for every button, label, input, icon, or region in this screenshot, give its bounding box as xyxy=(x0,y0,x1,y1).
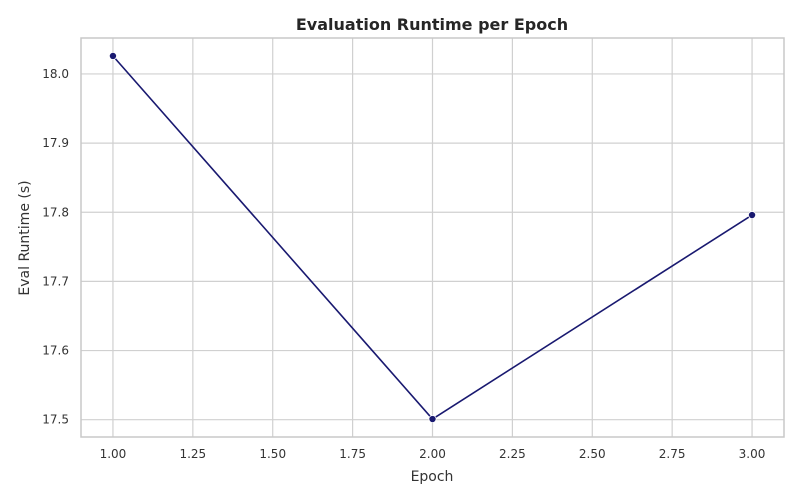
data-point xyxy=(748,211,757,220)
x-tick-label: 1.75 xyxy=(339,447,366,461)
x-tick-label: 2.75 xyxy=(659,447,686,461)
y-tick-label: 17.5 xyxy=(42,413,69,427)
x-tick-label: 2.25 xyxy=(499,447,526,461)
series-layer xyxy=(108,51,757,424)
y-tick-label: 18.0 xyxy=(42,67,69,81)
x-axis-label: Epoch xyxy=(411,469,454,485)
y-tick-label: 17.8 xyxy=(42,205,69,219)
x-tick-labels: 1.00 1.25 1.50 1.75 2.00 2.25 2.50 2.75 3.00 xyxy=(100,447,766,461)
plot-frame xyxy=(80,37,785,438)
y-tick-label: 17.7 xyxy=(42,274,69,288)
data-point xyxy=(428,415,437,424)
x-tick-label: 1.25 xyxy=(179,447,206,461)
chart-title: Evaluation Runtime per Epoch xyxy=(296,15,568,34)
x-tick-label: 2.00 xyxy=(419,447,446,461)
grid-lines xyxy=(81,38,784,437)
x-tick-label: 1.50 xyxy=(259,447,286,461)
x-tick-label: 3.00 xyxy=(739,447,766,461)
x-tick-label: 2.50 xyxy=(579,447,606,461)
data-point xyxy=(108,51,117,60)
y-axis-label: Eval Runtime (s) xyxy=(17,180,33,295)
x-tick-label: 1.00 xyxy=(100,447,127,461)
y-tick-label: 17.6 xyxy=(42,344,69,358)
y-tick-labels: 17.5 17.6 17.7 17.8 17.9 18.0 xyxy=(42,67,69,427)
y-tick-label: 17.9 xyxy=(42,136,69,150)
